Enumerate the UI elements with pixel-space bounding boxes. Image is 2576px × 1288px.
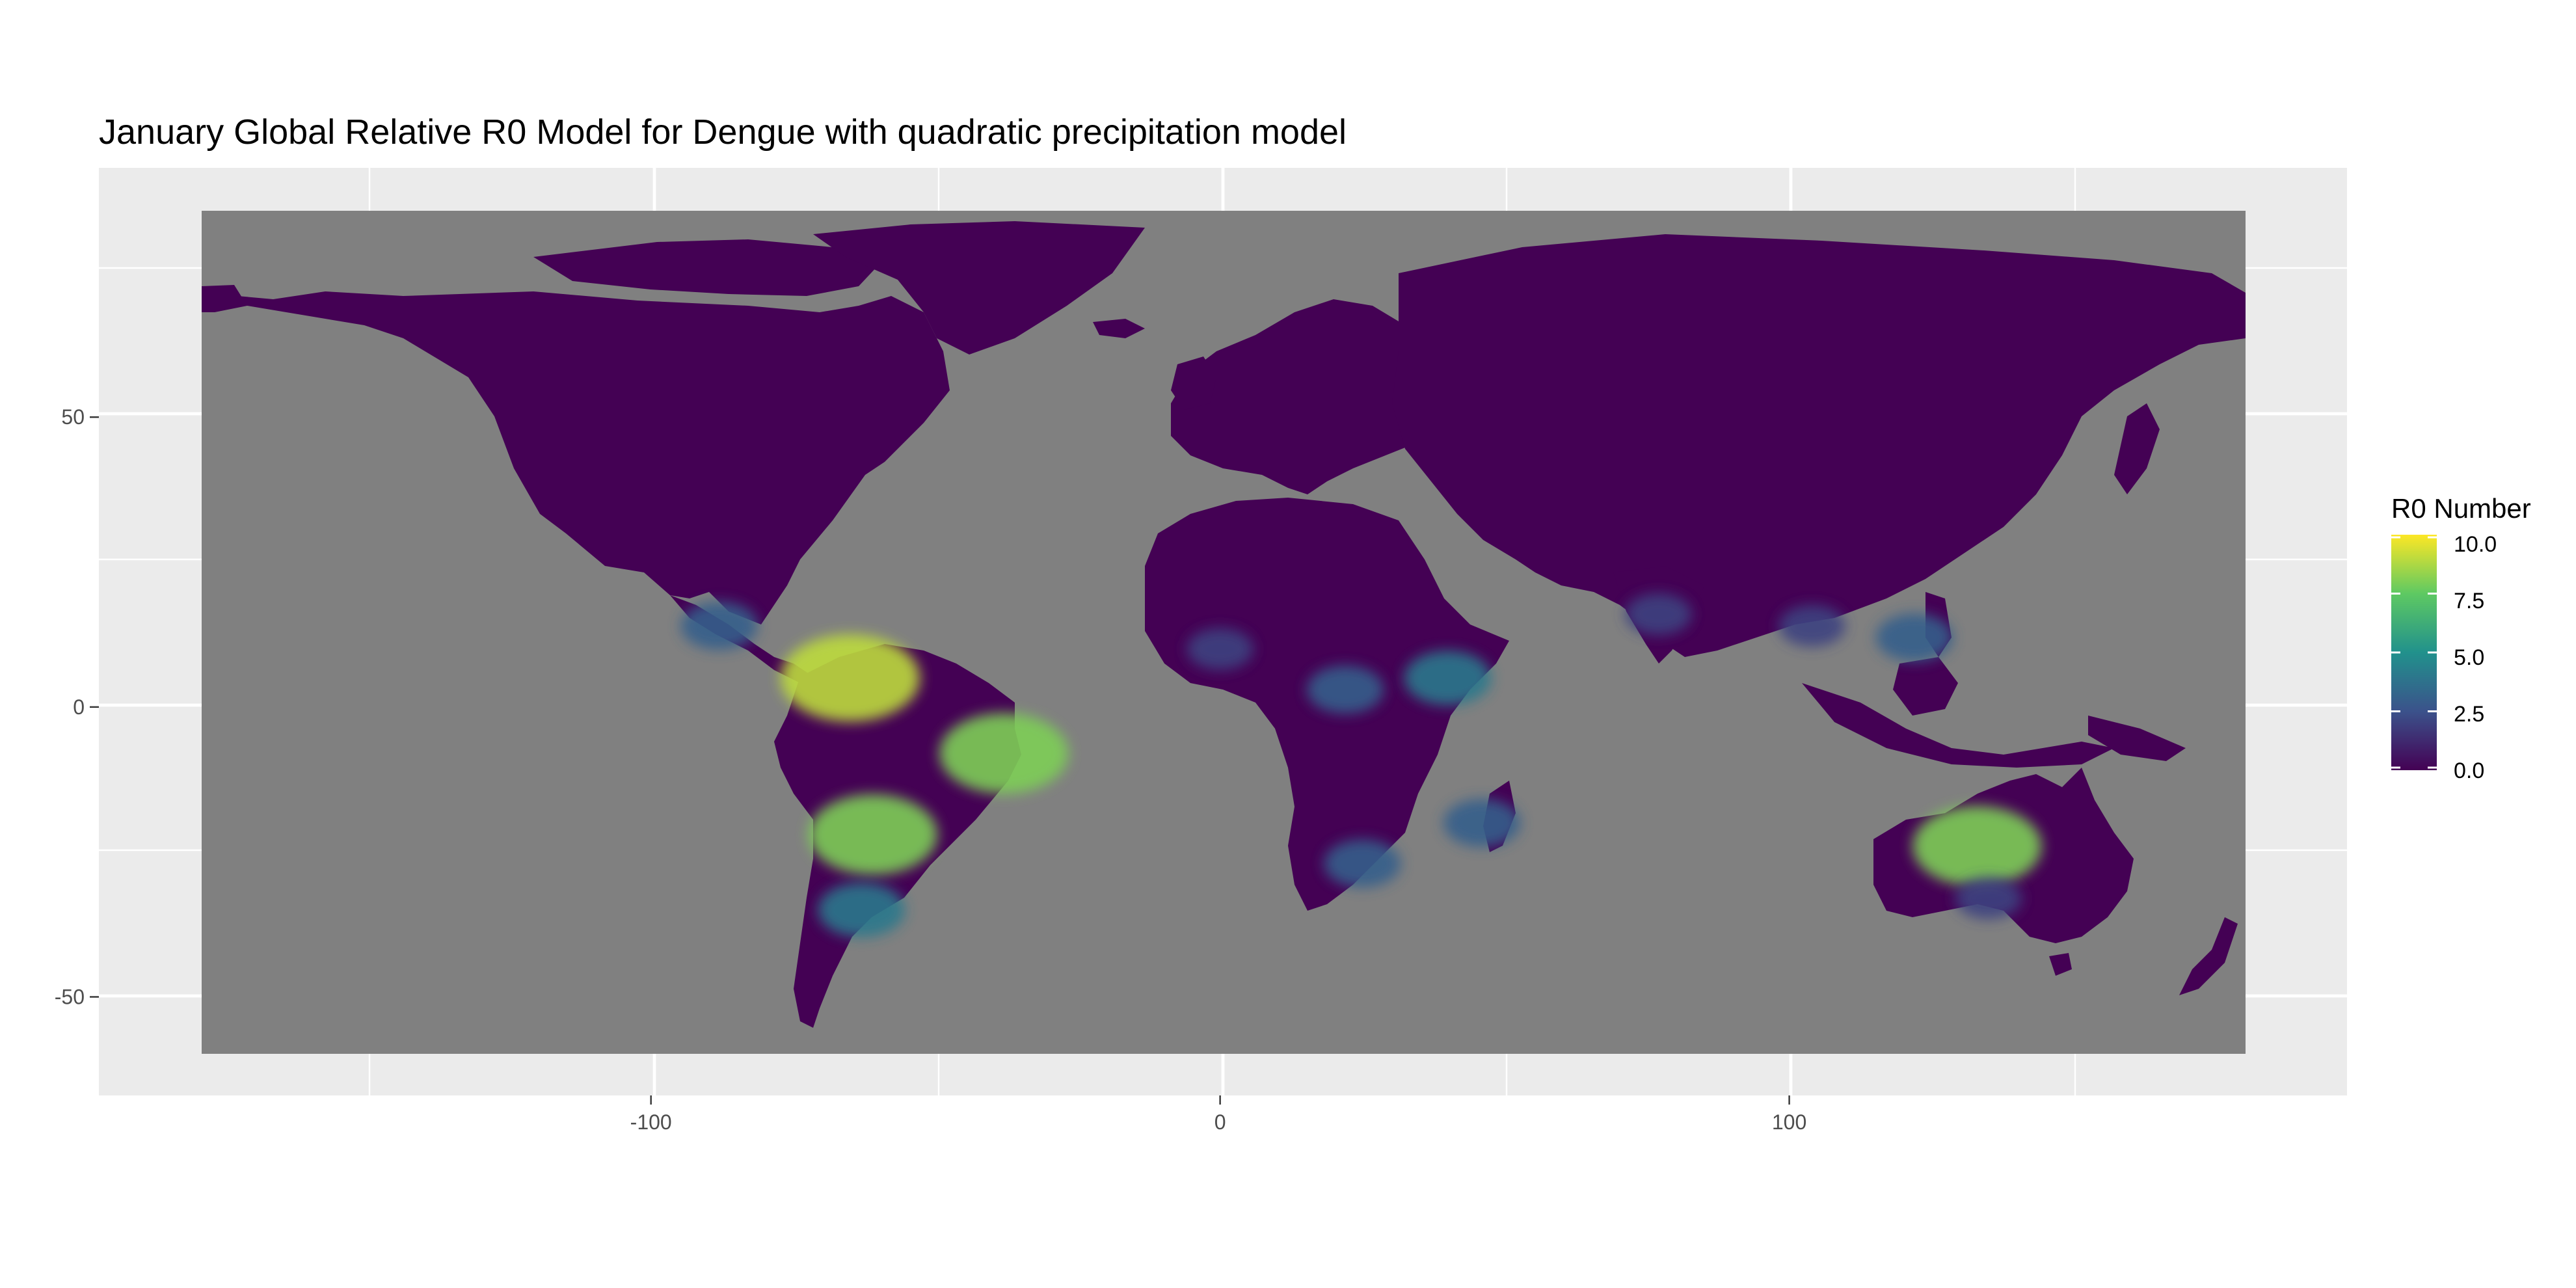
r0-hotspot (1778, 605, 1845, 647)
borneo (1893, 657, 1958, 716)
r0-hotspot (939, 713, 1069, 794)
new-guinea (2088, 716, 2186, 761)
x-tick-label: 0 (1214, 1110, 1226, 1134)
plot-title: January Global Relative R0 Model for Den… (99, 113, 1347, 152)
r0-hotspot (1187, 628, 1254, 670)
legend-tick-label: 2.5 (2454, 702, 2485, 727)
r0-hotspot (808, 794, 938, 875)
r0-hotspot (1625, 593, 1692, 636)
alaska-west (202, 285, 247, 312)
r0-hotspot (680, 602, 758, 651)
r0-hotspot (1404, 651, 1492, 706)
legend-tick-label: 5.0 (2454, 645, 2485, 670)
europe (1171, 299, 1451, 494)
north-america (202, 291, 950, 624)
british-isles (1171, 356, 1216, 410)
legend-tick-label: 7.5 (2454, 589, 2485, 613)
asia (1392, 234, 2246, 657)
r0-hotspot (1306, 665, 1384, 714)
tasmania (2049, 953, 2072, 976)
r0-hotspot (1443, 799, 1521, 848)
r0-hotspot (1912, 805, 2042, 887)
y-tick-label: 0 (73, 695, 85, 719)
iceland (1093, 319, 1145, 338)
x-tick-label: -100 (630, 1110, 672, 1134)
legend-title: R0 Number (2391, 493, 2531, 524)
r0-hotspot (1875, 613, 1953, 662)
x-tick-label: 100 (1772, 1110, 1806, 1134)
y-tick-label: -50 (55, 985, 85, 1008)
greenland (813, 221, 1145, 355)
r0-hotspot (1955, 877, 2022, 919)
r0-overlay (680, 593, 2042, 937)
y-tick-label: 50 (61, 405, 85, 429)
new-zealand (2179, 917, 2238, 995)
japan (2114, 403, 2160, 494)
legend-tick-marks (2391, 536, 2437, 769)
legend-tick-label: 0.0 (2454, 758, 2485, 783)
axis-ticks: -100 0 100 50 0 -50 (55, 405, 1807, 1134)
r0-hotspot (780, 634, 920, 722)
arctic-islands (533, 239, 878, 296)
r0-hotspot (1324, 839, 1401, 888)
indonesia (1802, 683, 2114, 768)
r0-hotspot (818, 882, 906, 937)
legend-tick-label: 10.0 (2454, 532, 2497, 557)
